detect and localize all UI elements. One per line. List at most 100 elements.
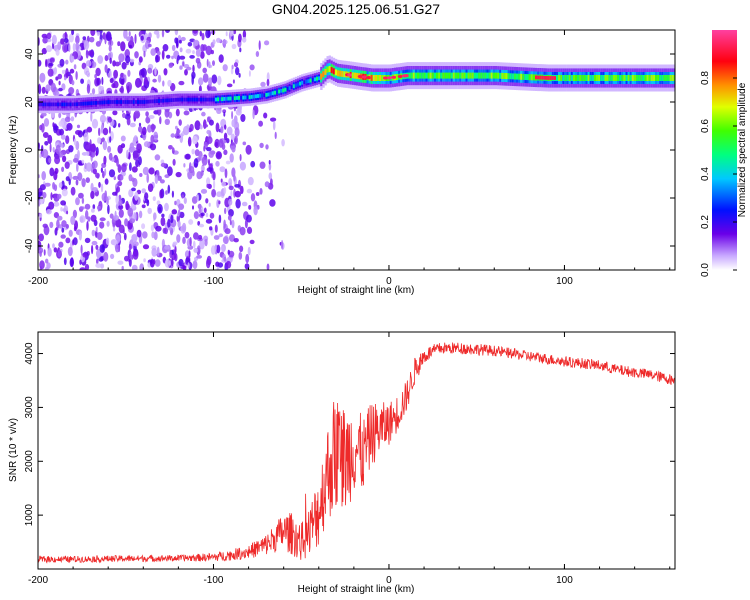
heatmap-cell <box>292 84 296 89</box>
heatmap-cell <box>129 251 132 260</box>
heatmap-cell <box>193 240 196 249</box>
heatmap-cell <box>427 72 430 79</box>
heatmap-cell <box>303 80 306 85</box>
heatmap-cell <box>47 247 52 257</box>
heatmap-cell <box>228 185 234 191</box>
heatmap-cell <box>147 99 150 104</box>
heatmap-cell <box>231 64 234 70</box>
heatmap-cell <box>72 237 78 246</box>
heatmap-cell <box>224 124 227 130</box>
heatmap-cell <box>219 166 226 173</box>
heatmap-cell <box>221 97 224 101</box>
heatmap-cell <box>177 220 181 228</box>
heatmap-cell <box>162 80 165 87</box>
heatmap-cell <box>225 160 231 165</box>
heatmap-cell <box>76 162 79 172</box>
heatmap-cell <box>228 198 233 206</box>
heatmap-cell <box>229 96 232 101</box>
colorbar-tick-label: 0.2 <box>700 215 711 229</box>
heatmap-cell <box>297 82 300 87</box>
heatmap-cell <box>183 110 190 116</box>
heatmap-cell <box>108 45 112 52</box>
heatmap-cell <box>164 118 170 126</box>
heatmap-cell <box>129 122 136 128</box>
heatmap-cell <box>222 38 227 49</box>
heatmap-cell <box>75 140 80 151</box>
heatmap-cell <box>570 75 574 81</box>
heatmap-cell <box>642 75 645 81</box>
heatmap-cell <box>90 190 95 200</box>
heatmap-cell <box>553 76 557 80</box>
heatmap-cell <box>545 76 548 80</box>
heatmap-cell <box>259 142 264 149</box>
heatmap-cell <box>665 75 668 81</box>
heatmap-cell <box>585 75 588 81</box>
heatmap-cell <box>577 75 580 81</box>
heatmap-cell <box>657 75 660 81</box>
heatmap-cell <box>271 91 275 96</box>
heatmap-cell <box>484 72 487 79</box>
heatmap-cell <box>417 72 420 79</box>
heatmap-cell <box>404 74 409 78</box>
heatmap-cell <box>659 75 662 81</box>
heatmap-cell <box>178 119 182 126</box>
heatmap-cell <box>619 75 622 81</box>
heatmap-cell <box>324 68 327 75</box>
heatmap-cell <box>81 197 85 204</box>
heatmap-cell <box>192 30 198 34</box>
heatmap-cell <box>547 76 550 80</box>
heatmap-cell <box>265 93 268 97</box>
heatmap-cell <box>225 260 232 269</box>
heatmap-cell <box>270 117 277 122</box>
heatmap-cell <box>120 41 126 52</box>
heatmap-cell <box>202 97 205 102</box>
heatmap-cell <box>108 169 116 178</box>
heatmap-cell <box>258 120 263 127</box>
heatmap-cell <box>265 144 269 150</box>
snr-frame <box>37 331 676 570</box>
heatmap-cell <box>222 109 227 114</box>
heatmap-cell <box>640 75 643 81</box>
heatmap-cell <box>129 218 135 224</box>
heatmap-cell <box>556 75 559 81</box>
heatmap-cell <box>225 96 228 101</box>
snr-ytick-label: 1000 <box>24 504 35 527</box>
heatmap-cell <box>526 74 529 81</box>
heatmap-cell <box>96 248 102 259</box>
heatmap-cell <box>50 102 53 107</box>
heatmap-cell <box>593 75 597 81</box>
snr-ylabel: SNR (10 * v/v) <box>8 418 19 482</box>
heatmap-cell <box>167 166 173 177</box>
heatmap-cell <box>171 147 175 155</box>
heatmap-cell <box>77 172 83 182</box>
heatmap-cell <box>145 99 148 104</box>
heatmap-cell <box>61 227 65 233</box>
heatmap-cell <box>146 173 149 184</box>
heatmap-cell <box>147 67 153 74</box>
heatmap-cell <box>61 143 64 149</box>
heatmap-cell <box>166 54 171 59</box>
heatmap-cell <box>124 74 127 83</box>
heatmap-cell <box>452 72 456 79</box>
heatmap-cell <box>118 53 125 63</box>
heatmap-cell <box>144 192 149 201</box>
heatmap-cell <box>433 72 437 79</box>
heatmap-cell <box>431 72 435 79</box>
heatmap-cell <box>60 38 65 45</box>
heatmap-cell <box>125 55 131 64</box>
heatmap-cell <box>70 215 76 225</box>
heatmap-cell <box>107 204 110 215</box>
heatmap-cell <box>141 204 146 209</box>
heatmap-cell <box>97 55 104 64</box>
heatmap-cell <box>146 199 150 207</box>
heatmap-cell <box>238 252 243 260</box>
heatmap-cell <box>104 190 107 199</box>
heatmap-cell <box>61 102 64 107</box>
heatmap-cell <box>223 111 226 117</box>
heatmap-cell <box>357 74 363 79</box>
heatmap-cell <box>64 161 70 169</box>
heatmap-cell <box>138 122 142 127</box>
heatmap-cell <box>518 73 521 80</box>
heatmap-cell <box>167 218 171 229</box>
heatmap-cell <box>501 72 504 79</box>
